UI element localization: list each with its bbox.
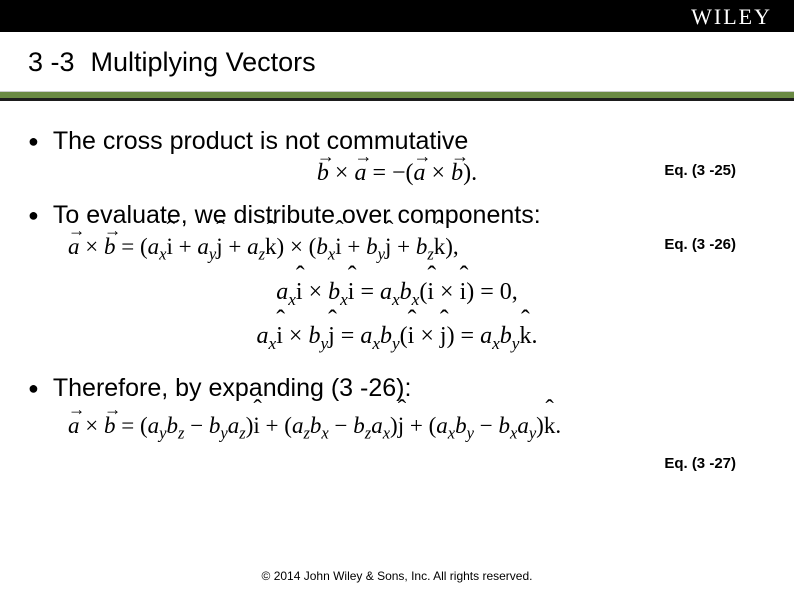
bullet-1-text: The cross product is not commutative <box>53 127 468 156</box>
copyright-footer: © 2014 John Wiley & Sons, Inc. All right… <box>0 569 794 583</box>
bullet-icon: ● <box>28 378 39 399</box>
equation-3-26: a × b = (axi + ayj + azk) × (bxi + byj +… <box>28 234 766 265</box>
page-title: 3 -3 Multiplying Vectors <box>0 32 794 78</box>
equation-3-25: b × a = −(a × b). Eq. (3 -25) <box>28 160 766 187</box>
eq-label-25: Eq. (3 -25) <box>664 162 736 179</box>
bullet-icon: ● <box>28 205 39 226</box>
slide-body: ● The cross product is not commutative b… <box>0 101 794 444</box>
bullet-2-text: To evaluate, we distribute over componen… <box>53 201 541 230</box>
equation-3-27: a × b = (aybz − byaz)i + (azbx − bzax)j … <box>28 413 766 444</box>
top-bar: WILEY <box>0 0 794 32</box>
eq-label-27: Eq. (3 -27) <box>664 455 736 472</box>
section-number: 3 -3 <box>28 47 75 78</box>
bullet-1: ● The cross product is not commutative <box>28 127 766 156</box>
title-band: 3 -3 Multiplying Vectors <box>0 32 794 92</box>
brand-logo: WILEY <box>691 4 772 30</box>
equation-3-26a: axi × bxi = axbx(i × i) = 0, <box>28 279 766 310</box>
bullet-icon: ● <box>28 131 39 152</box>
eq-label-26: Eq. (3 -26) <box>664 236 736 253</box>
bullet-2: ● To evaluate, we distribute over compon… <box>28 201 766 230</box>
section-title: Multiplying Vectors <box>91 47 316 78</box>
equation-3-26b: axi × byj = axby(i × j) = axbyk. <box>28 323 766 354</box>
